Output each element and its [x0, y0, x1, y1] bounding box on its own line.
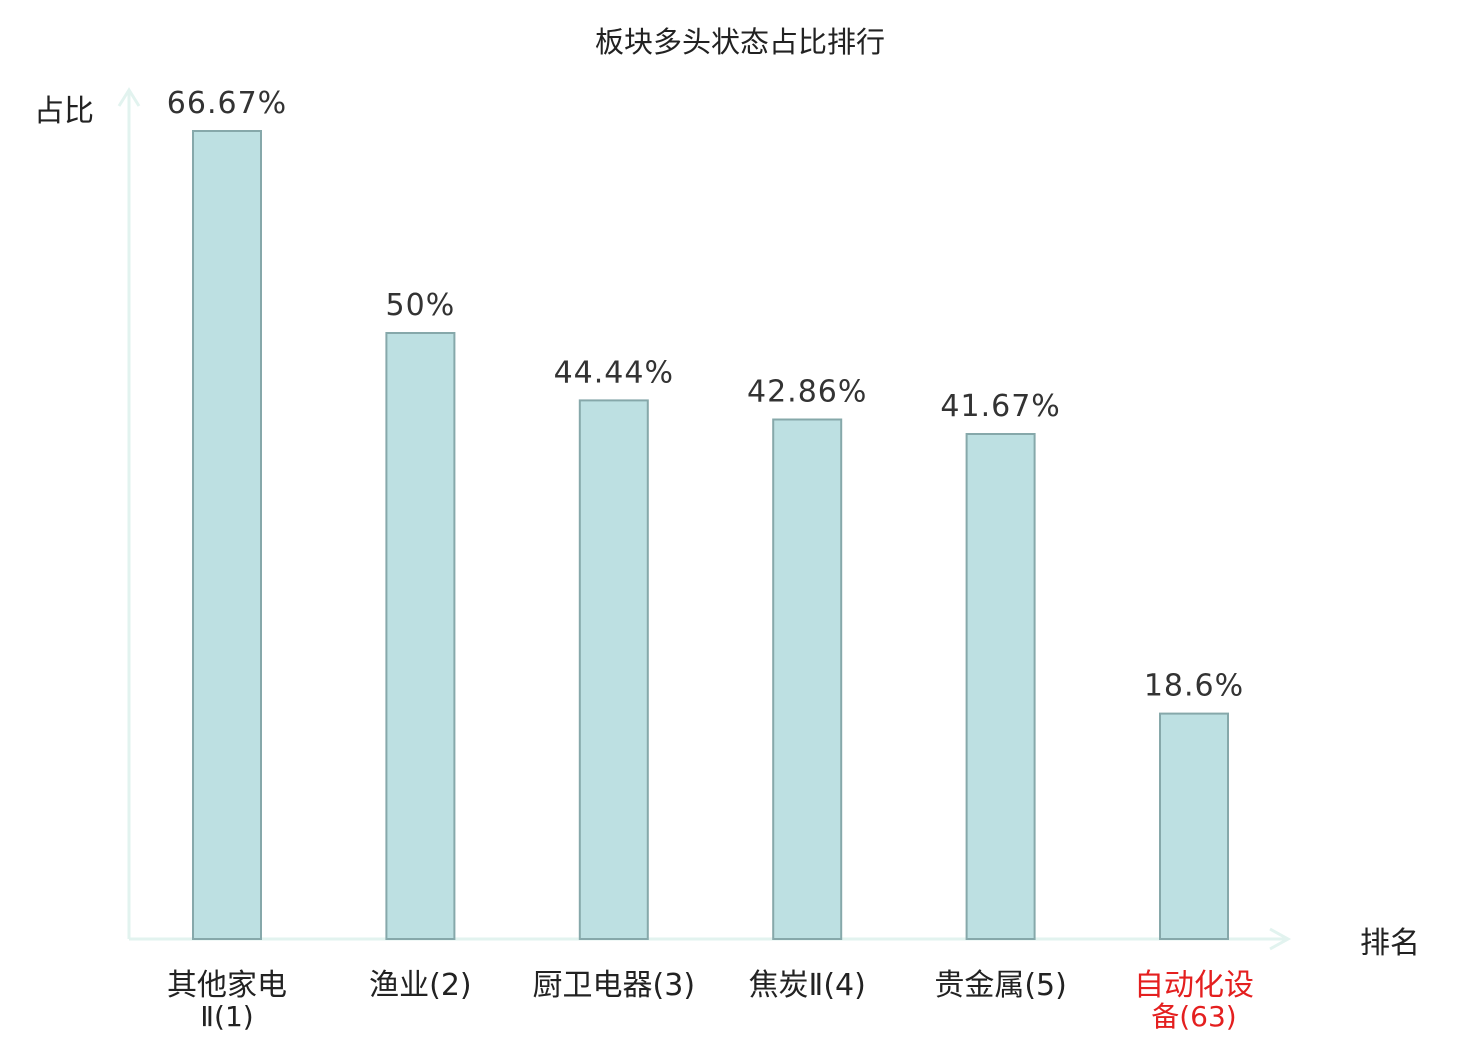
bar-5 [965, 433, 1036, 940]
category-label-6: 自动化设 [1134, 968, 1254, 1003]
bar-2 [385, 332, 456, 940]
value-label-2: 50% [386, 288, 456, 323]
category-label-4: 焦炭Ⅱ(4) [749, 968, 866, 1003]
axes [117, 87, 1292, 951]
bars-group [192, 130, 1229, 940]
y-axis-arrow [117, 87, 141, 107]
category-label-1: 其他家电 [167, 968, 287, 1003]
bar-3 [578, 399, 649, 940]
value-labels-group: 66.67% 50% 44.44% 42.86% 41.67% 18.6% [167, 86, 1244, 704]
value-label-5: 41.67% [940, 389, 1060, 424]
y-axis-label: 占比 [34, 94, 94, 129]
value-label-4: 42.86% [747, 375, 867, 410]
x-axis-label: 排名 [1360, 926, 1420, 961]
category-label-line2-6: 备(63) [1151, 1000, 1236, 1033]
category-label-line2-1: Ⅱ(1) [200, 1000, 253, 1033]
chart-title: 板块多头状态占比排行 [595, 25, 885, 59]
x-axis-arrow [1269, 927, 1292, 951]
category-label-5: 贵金属(5) [934, 968, 1067, 1003]
category-label-2: 渔业(2) [369, 968, 472, 1003]
bar-4 [772, 418, 843, 940]
value-label-6: 18.6% [1144, 669, 1244, 704]
bar-1 [192, 130, 262, 940]
category-label-3: 厨卫电器(3) [533, 968, 696, 1003]
bar-6 [1159, 712, 1229, 940]
value-label-1: 66.67% [167, 86, 287, 121]
value-label-3: 44.44% [554, 355, 674, 390]
